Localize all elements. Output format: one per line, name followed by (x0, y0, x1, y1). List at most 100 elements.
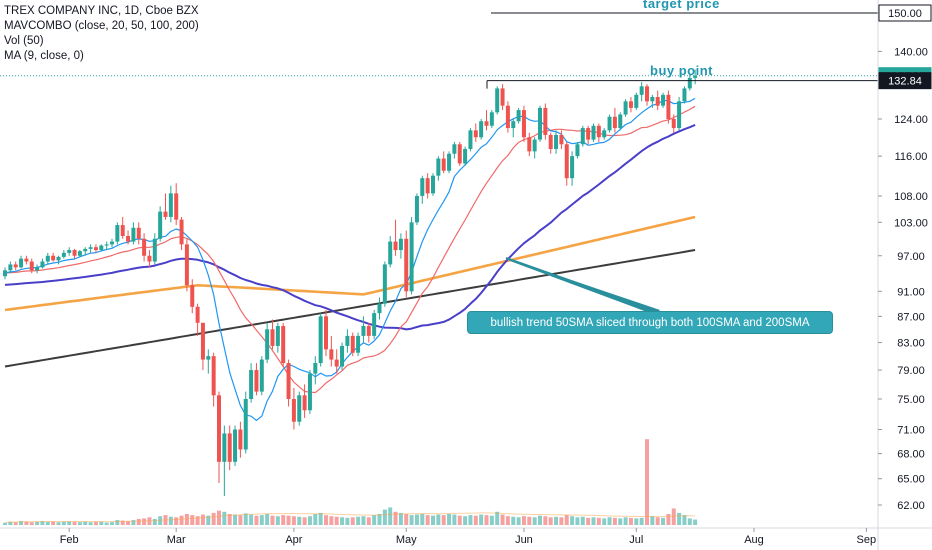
candle-body (136, 227, 141, 239)
candle-body (473, 130, 478, 138)
candle-body (543, 107, 548, 135)
volume-bar (366, 517, 371, 525)
x-tick-label: Jul (629, 534, 643, 546)
candle-body (56, 256, 61, 261)
volume-bar (559, 517, 564, 525)
volume-bar (77, 522, 82, 525)
volume-bar (356, 516, 361, 525)
indicator-mavcombo[interactable]: MAVCOMBO (close, 20, 50, 100, 200) (4, 20, 199, 32)
volume-bar (286, 515, 291, 525)
candle-body (259, 359, 264, 392)
candle-body (179, 219, 184, 245)
candle-body (693, 75, 698, 78)
x-tick-label: Sep (857, 534, 877, 546)
candle-body (682, 88, 687, 102)
volume-bar (184, 514, 189, 525)
candle-body (398, 238, 403, 251)
volume-bar (372, 515, 377, 525)
volume-bar (56, 522, 61, 525)
candle-body (115, 225, 120, 242)
candle-body (650, 96, 655, 102)
x-tick-label: Feb (60, 534, 79, 546)
candle-body (110, 241, 114, 245)
volume-bar (142, 518, 147, 525)
candle-body (8, 264, 13, 271)
volume-bar (93, 521, 98, 525)
target-price-badge-text: 150.00 (888, 8, 922, 20)
volume-bar (441, 515, 446, 525)
volume-bar (297, 516, 302, 525)
volume-bar (40, 521, 45, 525)
candle-body (147, 255, 152, 262)
volume-bar (516, 517, 521, 525)
volume-bar (361, 516, 366, 525)
candle-body (281, 326, 286, 364)
candle-body (270, 329, 275, 346)
ma-9-line (4, 97, 696, 421)
y-tick-label: 87.00 (897, 311, 925, 323)
candle-body (291, 398, 296, 422)
candle-body (521, 110, 526, 138)
candle-body (233, 429, 238, 462)
volume-bar (190, 515, 195, 525)
candle-body (602, 130, 607, 138)
volume-bar (607, 517, 612, 525)
candle-body (511, 121, 516, 129)
y-tick-label: 124.00 (894, 114, 928, 126)
candle-body (318, 316, 323, 364)
y-tick-label: 108.00 (894, 191, 928, 203)
candle-body (516, 110, 521, 122)
volume-bar (281, 515, 286, 525)
trend-callout[interactable]: bullish trend 50SMA sliced through both … (467, 311, 833, 334)
candle-body (77, 251, 82, 256)
candle-body (457, 144, 462, 164)
candle-body (345, 335, 350, 346)
candle-body (388, 241, 393, 265)
volume-bar (452, 514, 457, 525)
volume-bar (270, 515, 275, 525)
candle-body (628, 101, 633, 108)
volume-bar (24, 521, 29, 525)
candle-body (131, 227, 136, 242)
indicator-ma9[interactable]: MA (9, close, 0) (4, 50, 84, 62)
candle-body (564, 144, 569, 179)
candle-body (500, 88, 505, 106)
volume-bar (495, 511, 500, 525)
volume-bar (575, 517, 580, 525)
volume-bar (174, 517, 179, 525)
y-tick-label: 97.00 (897, 251, 925, 263)
candle-body (3, 270, 7, 277)
candle-body (414, 195, 419, 223)
volume-bar (259, 515, 264, 525)
volume-bar (398, 512, 403, 525)
volume-bar (377, 514, 382, 525)
volume-bar (468, 515, 473, 525)
y-tick-label: 103.00 (894, 217, 928, 229)
volume-bar (388, 507, 393, 525)
volume-bar (431, 515, 435, 525)
volume-bar (570, 516, 575, 525)
indicator-volume[interactable]: Vol (50) (4, 35, 44, 47)
volume-ma-line (4, 512, 696, 524)
candle-body (372, 313, 377, 336)
volume-bar (13, 522, 18, 525)
volume-bar (409, 515, 414, 525)
y-tick-label: 140.00 (894, 46, 928, 58)
candle-body (195, 306, 200, 323)
volume-bar (340, 517, 345, 525)
sma-200-line (4, 249, 696, 368)
candle-body (452, 144, 457, 154)
volume-bar (687, 518, 692, 525)
volume-bar (564, 515, 569, 525)
volume-bar (580, 516, 585, 525)
volume-bar (457, 515, 462, 525)
candle-body (634, 94, 639, 108)
volume-bar (404, 514, 409, 525)
candle-body (206, 356, 211, 360)
candle-body (580, 128, 585, 145)
symbol-line[interactable]: TREX COMPANY INC, 1D, Cboe BZX (4, 5, 199, 17)
candle-body (404, 238, 409, 292)
candle-body (13, 264, 18, 268)
volume-bar (634, 518, 639, 525)
